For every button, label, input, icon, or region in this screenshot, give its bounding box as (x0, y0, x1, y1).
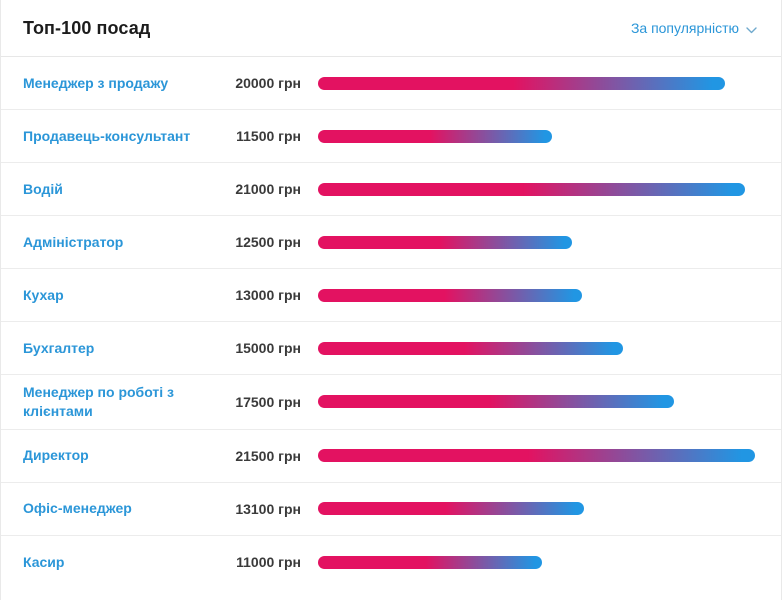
salary-value: 17500 грн (235, 393, 301, 410)
salary-bar-track (318, 449, 769, 463)
position-link[interactable]: Кухар (23, 286, 64, 303)
page-title: Топ-100 посад (23, 17, 151, 38)
salary-bar (318, 449, 755, 463)
salary-bar (318, 341, 623, 355)
position-link[interactable]: Офіс-менеджер (23, 500, 132, 517)
salary-bar-track (318, 129, 769, 143)
salary-bar (318, 235, 572, 249)
salary-value: 11000 грн (236, 554, 301, 571)
salary-bar-track (318, 395, 769, 409)
table-row: Кухар 13000 грн (1, 269, 781, 322)
table-row: Директор 21500 грн (1, 430, 781, 483)
table-row: Адміністратор 12500 грн (1, 216, 781, 269)
table-row: Офіс-менеджер 13100 грн (1, 483, 781, 536)
position-link[interactable]: Менеджер з продажу (23, 74, 169, 91)
position-link[interactable]: Менеджер по роботі з клієнтами (23, 384, 174, 419)
salary-bar (318, 395, 674, 409)
salary-bar-track (318, 555, 769, 569)
salary-bar-track (318, 235, 769, 249)
salary-bar (318, 288, 582, 302)
salary-bar-track (318, 502, 769, 516)
salary-bar-track (318, 288, 769, 302)
table-row: Водій 21000 грн (1, 163, 781, 216)
salary-bar (318, 502, 584, 516)
salary-value: 21500 грн (235, 447, 301, 464)
salary-bar-track (318, 76, 769, 90)
table-row: Касир 11000 грн (1, 536, 781, 589)
salary-value: 15000 грн (235, 340, 301, 356)
salary-value: 13100 грн (235, 500, 301, 517)
salary-value: 20000 грн (235, 75, 301, 91)
position-link[interactable]: Касир (23, 553, 65, 570)
sort-dropdown[interactable]: За популярністю (631, 19, 757, 37)
table-row: Менеджер по роботі з клієнтами 17500 грн (1, 375, 781, 430)
position-link[interactable]: Бухгалтер (23, 339, 95, 356)
positions-list: Менеджер з продажу 20000 грн Продавець-к… (1, 57, 781, 589)
position-link[interactable]: Продавець-консультант (23, 127, 191, 144)
salary-value: 21000 грн (235, 181, 301, 197)
salary-value: 13000 грн (235, 287, 301, 303)
position-link[interactable]: Директор (23, 447, 89, 464)
salary-value: 12500 грн (235, 234, 301, 250)
sort-dropdown-label: За популярністю (630, 20, 739, 36)
salary-bar-track (318, 341, 769, 355)
position-link[interactable]: Адміністратор (23, 233, 124, 250)
table-row: Продавець-консультант 11500 грн (1, 110, 781, 163)
salary-bar-track (318, 182, 769, 196)
position-link[interactable]: Водій (23, 180, 63, 197)
widget-header: Топ-100 посад За популярністю (1, 0, 781, 57)
salary-value: 11500 грн (236, 128, 301, 144)
table-row: Бухгалтер 15000 грн (1, 322, 781, 375)
table-row: Менеджер з продажу 20000 грн (1, 57, 781, 110)
chevron-down-icon (746, 21, 757, 37)
salary-bar (318, 129, 552, 143)
salary-bar (318, 555, 542, 569)
salary-bar (318, 182, 745, 196)
salary-bar (318, 76, 725, 90)
